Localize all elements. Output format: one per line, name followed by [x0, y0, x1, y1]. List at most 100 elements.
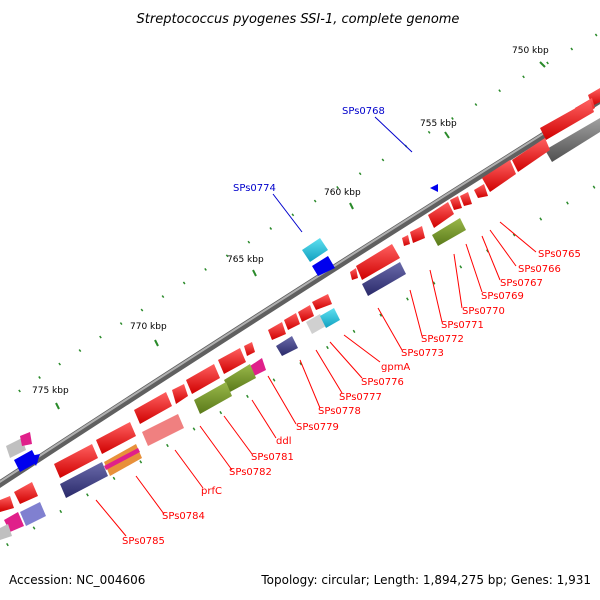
minor-tick — [269, 227, 273, 230]
feature-cyan — [320, 308, 340, 328]
feature-magenta — [250, 358, 266, 376]
gene-label-sps0770[interactable]: SPs0770 — [462, 306, 505, 317]
minor-tick — [512, 233, 516, 237]
minor-tick — [381, 158, 385, 162]
major-tick — [444, 131, 450, 139]
leader-line — [135, 475, 165, 515]
feature-olive — [194, 382, 232, 414]
minor-tick — [539, 217, 543, 221]
gene-label-sps0779[interactable]: SPs0779 — [296, 422, 339, 433]
minor-tick — [406, 297, 409, 301]
feature-magenta — [20, 432, 32, 446]
gene-label-sps0782[interactable]: SPs0782 — [229, 467, 272, 478]
features — [0, 88, 600, 540]
feature-cds — [172, 384, 188, 404]
leader-line — [429, 269, 443, 323]
gene-label-gpma[interactable]: gpmA — [381, 362, 410, 373]
minor-tick — [358, 172, 362, 176]
gene-label-prfc[interactable]: prfC — [201, 486, 222, 497]
leader-line — [174, 449, 204, 489]
minor-tick — [352, 329, 356, 333]
minor-tick — [140, 308, 144, 312]
minor-tick — [459, 265, 463, 269]
feature-cds — [540, 100, 594, 140]
gene-label-sps0785[interactable]: SPs0785 — [122, 536, 165, 547]
minor-tick — [225, 254, 229, 258]
minor-tick — [546, 61, 549, 65]
feature-cds — [284, 313, 300, 330]
minor-tick — [313, 199, 317, 203]
accession-text: Accession: NC_004606 — [9, 573, 145, 587]
gene-label-ddl[interactable]: ddl — [276, 436, 291, 447]
feature-cds — [268, 322, 286, 340]
feature-cds — [350, 268, 358, 280]
minor-tick — [86, 493, 89, 497]
feature-cds — [218, 348, 246, 374]
gene-label-sps0774[interactable]: SPs0774 — [233, 183, 276, 194]
gene-label-sps0781[interactable]: SPs0781 — [251, 452, 294, 463]
feature-cds — [96, 422, 136, 454]
minor-tick — [59, 509, 63, 514]
leader-line — [315, 349, 343, 394]
gene-label-sps0777[interactable]: SPs0777 — [339, 392, 382, 403]
gene-label-sps0784[interactable]: SPs0784 — [162, 511, 205, 522]
minor-tick — [32, 526, 36, 530]
minor-tick — [182, 281, 186, 285]
feature-cds — [482, 160, 516, 192]
feature-gray — [6, 438, 26, 458]
minor-tick — [204, 267, 207, 271]
gene-label-sps0766[interactable]: SPs0766 — [518, 264, 561, 275]
gene-label-sps0771[interactable]: SPs0771 — [441, 320, 484, 331]
gene-label-sps0776[interactable]: SPs0776 — [361, 377, 404, 388]
minor-tick — [432, 281, 436, 285]
minor-tick — [58, 362, 62, 366]
feature-navy — [362, 262, 406, 296]
leader-line — [481, 235, 501, 281]
major-tick — [349, 202, 354, 210]
feature-cds — [54, 444, 98, 478]
gene-label-sps0768[interactable]: SPs0768 — [342, 106, 385, 117]
leader-line — [223, 415, 253, 455]
gene-label-sps0778[interactable]: SPs0778 — [318, 406, 361, 417]
minor-tick — [592, 185, 596, 189]
leader-line — [251, 399, 277, 439]
feature-cds — [244, 342, 255, 356]
minor-tick — [326, 345, 329, 350]
minor-tick — [427, 130, 431, 134]
minor-tick — [99, 335, 102, 339]
gene-label-sps0773[interactable]: SPs0773 — [401, 348, 444, 359]
leader-line — [299, 359, 321, 409]
leader-line — [465, 243, 483, 293]
minor-tick — [566, 201, 569, 205]
feature-cds — [474, 184, 488, 198]
feature-gray — [0, 524, 12, 540]
minor-tick — [379, 313, 383, 317]
feature-cds — [428, 202, 454, 228]
genome-backbone — [0, 95, 600, 488]
gene-label-sps0767[interactable]: SPs0767 — [500, 278, 543, 289]
major-tick — [55, 402, 60, 410]
minor-tick — [594, 33, 598, 37]
minor-tick — [299, 362, 303, 366]
major-tick — [154, 339, 159, 347]
minor-tick — [112, 476, 116, 480]
feature-cyan — [302, 238, 328, 262]
minor-tick — [192, 427, 196, 431]
minor-tick — [119, 322, 123, 326]
leader-line — [453, 253, 463, 309]
label-leaders — [95, 116, 537, 537]
leader-line — [199, 425, 233, 471]
feature-olive — [432, 218, 466, 246]
feature-blue — [312, 256, 335, 276]
gene-label-sps0769[interactable]: SPs0769 — [481, 291, 524, 302]
gene-label-sps0772[interactable]: SPs0772 — [421, 334, 464, 345]
tick-label-770: 770 kbp — [130, 322, 167, 332]
feature-navy — [20, 502, 46, 526]
gene-label-sps0765[interactable]: SPs0765 — [538, 249, 581, 260]
minor-tick — [161, 295, 165, 299]
leader-line — [329, 341, 363, 379]
feature-olive — [224, 364, 256, 392]
map-title: Streptococcus pyogenes SSI-1, complete g… — [137, 12, 460, 27]
leader-line — [272, 193, 303, 233]
